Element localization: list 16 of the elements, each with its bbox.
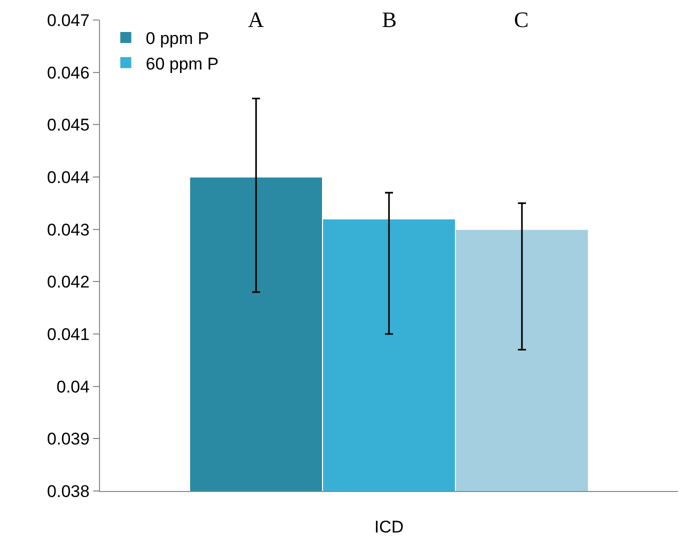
annotation: C: [514, 7, 529, 32]
y-tick-label: 0.047: [47, 10, 90, 30]
annotation: B: [382, 7, 397, 32]
y-tick-label: 0.038: [47, 482, 90, 501]
y-tick-label: 0.042: [47, 272, 90, 292]
y-tick-label: 0.04: [56, 377, 90, 396]
y-tick-label: 0.043: [47, 220, 90, 240]
y-tick-label: 0.045: [47, 116, 90, 135]
y-tick-label: 0.044: [47, 168, 90, 187]
y-tick-label: 0.046: [47, 63, 90, 82]
legend-label: 0 ppm P: [146, 29, 210, 48]
annotation: A: [248, 7, 264, 32]
y-tick-label: 0.039: [47, 430, 90, 449]
legend-label: 60 ppm P: [146, 54, 219, 74]
y-tick-label: 0.041: [47, 324, 90, 344]
x-tick-label: ICD: [374, 517, 404, 536]
